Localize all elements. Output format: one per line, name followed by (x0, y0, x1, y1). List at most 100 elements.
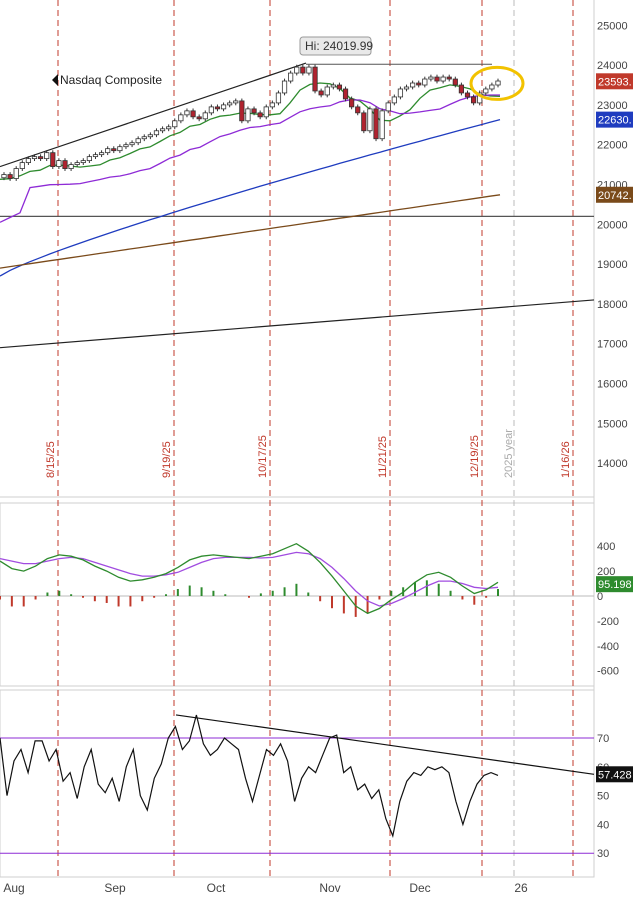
highlight-circle (469, 65, 525, 101)
macd-tick-label: 0 (597, 591, 603, 603)
candle (269, 102, 275, 108)
high-label-box (299, 36, 372, 56)
candle (98, 152, 105, 156)
price-tag-label: 23593. (598, 76, 632, 88)
candle (147, 134, 153, 138)
price-tick-label: 17000 (597, 339, 628, 351)
candle (117, 146, 123, 152)
price-tag-label: 20742. (598, 190, 632, 202)
candle (471, 96, 477, 104)
candle (410, 82, 416, 88)
candle (86, 156, 92, 162)
macd-tick-label: -600 (597, 666, 619, 678)
candle (355, 106, 361, 114)
candle (7, 174, 13, 179)
price-tick-label: 20000 (597, 219, 628, 231)
candle (489, 84, 495, 90)
macd-tick-label: 200 (597, 566, 615, 578)
candle (403, 86, 410, 90)
rsi-tick-label: 40 (597, 819, 609, 831)
sma-line-200-day (0, 194, 501, 269)
high-label-text: Hi: 24019.99 (305, 39, 373, 53)
candle (416, 82, 422, 86)
candle (135, 138, 141, 144)
event-date-label: 12/19/25 (469, 435, 481, 478)
candle (13, 168, 19, 179)
macd-tick-label: 400 (597, 541, 615, 553)
candle (251, 108, 257, 114)
upper-trendline (0, 62, 307, 168)
candle (422, 78, 428, 86)
candle (361, 112, 367, 132)
candle (245, 108, 251, 122)
price-tag-label: 22630. (598, 115, 632, 127)
candle (184, 110, 190, 116)
candle (428, 76, 434, 80)
candle (336, 84, 343, 90)
candle (62, 160, 68, 169)
candle (105, 148, 111, 154)
candle (318, 90, 324, 96)
month-tick-label: Sep (104, 881, 126, 895)
price-tag-box (596, 73, 633, 90)
sma-line-50-day (0, 94, 500, 223)
price-tick-label: 14000 (597, 458, 628, 470)
candle (214, 106, 221, 110)
rsi-value-tag: 57.428 (598, 769, 632, 781)
candle (129, 142, 135, 146)
price-tick-label: 22000 (597, 140, 628, 152)
candle (80, 160, 86, 164)
rsi-tick-label: 30 (597, 848, 609, 860)
macd-tick-label: -400 (597, 641, 619, 653)
event-date-label: 9/19/25 (161, 441, 173, 478)
month-tick-label: Nov (319, 881, 340, 895)
price-tick-label: 24000 (597, 60, 628, 72)
event-date-label: 1/16/26 (560, 441, 572, 478)
price-tick-label: 15000 (597, 418, 628, 430)
price-tag-box (596, 186, 633, 203)
candle (263, 106, 269, 118)
candle (74, 162, 80, 166)
candle (202, 112, 208, 120)
candle (153, 130, 160, 136)
year-marker-label: 2025 year (503, 429, 515, 478)
candle (330, 84, 336, 88)
price-tick-label: 16000 (597, 379, 628, 391)
price-tick-label: 25000 (597, 20, 628, 32)
candle (275, 92, 282, 104)
candle (483, 88, 489, 94)
candle (190, 110, 196, 118)
candle (233, 100, 239, 104)
candle (385, 102, 391, 112)
candle (379, 110, 385, 140)
candle (452, 78, 458, 86)
candle (92, 154, 99, 158)
candle (342, 88, 349, 100)
candle (397, 88, 404, 98)
rsi-tick-label: 70 (597, 733, 609, 745)
candle (281, 80, 288, 94)
macd-value-tag-box (596, 576, 633, 593)
candle (56, 160, 62, 167)
candle (446, 76, 452, 80)
candle (208, 106, 214, 114)
month-tick-label: Dec (409, 881, 430, 895)
candle (68, 164, 74, 169)
rsi-line (0, 714, 499, 838)
candle (50, 152, 56, 167)
candle (306, 66, 312, 74)
event-date-label: 11/21/25 (377, 436, 389, 478)
candle (25, 158, 31, 164)
candle (391, 96, 397, 104)
month-tick-label: Oct (207, 881, 226, 895)
price-tag-box (596, 111, 633, 128)
candle (257, 112, 263, 118)
candle (220, 104, 227, 110)
candle (300, 66, 306, 74)
candle (239, 100, 245, 122)
candle (464, 92, 471, 98)
rsi-tick-label: 50 (597, 791, 609, 803)
candle (166, 126, 172, 130)
rsi-trendline (175, 714, 595, 775)
candle (434, 76, 440, 82)
